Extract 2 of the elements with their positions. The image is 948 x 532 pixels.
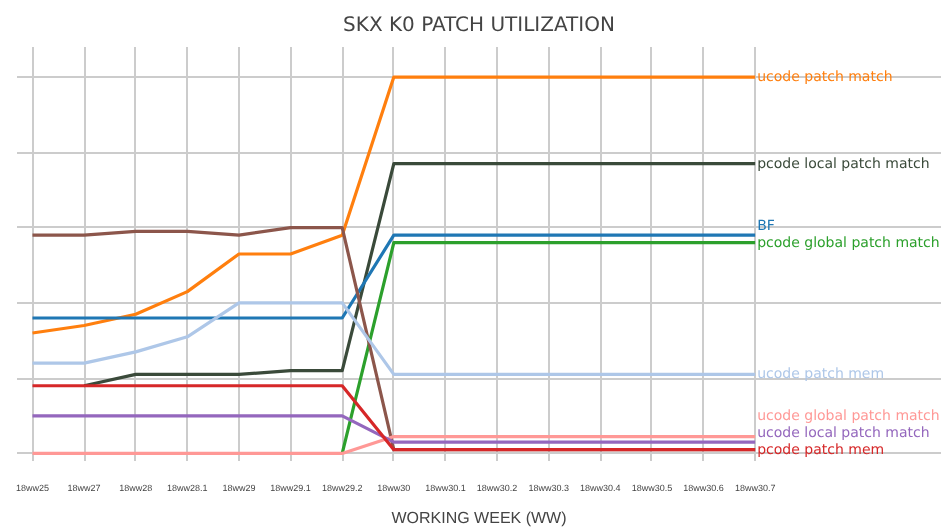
chart-title: SKX K0 PATCH UTILIZATION (343, 15, 615, 37)
x-axis-title: WORKING WEEK (WW) (391, 509, 568, 527)
